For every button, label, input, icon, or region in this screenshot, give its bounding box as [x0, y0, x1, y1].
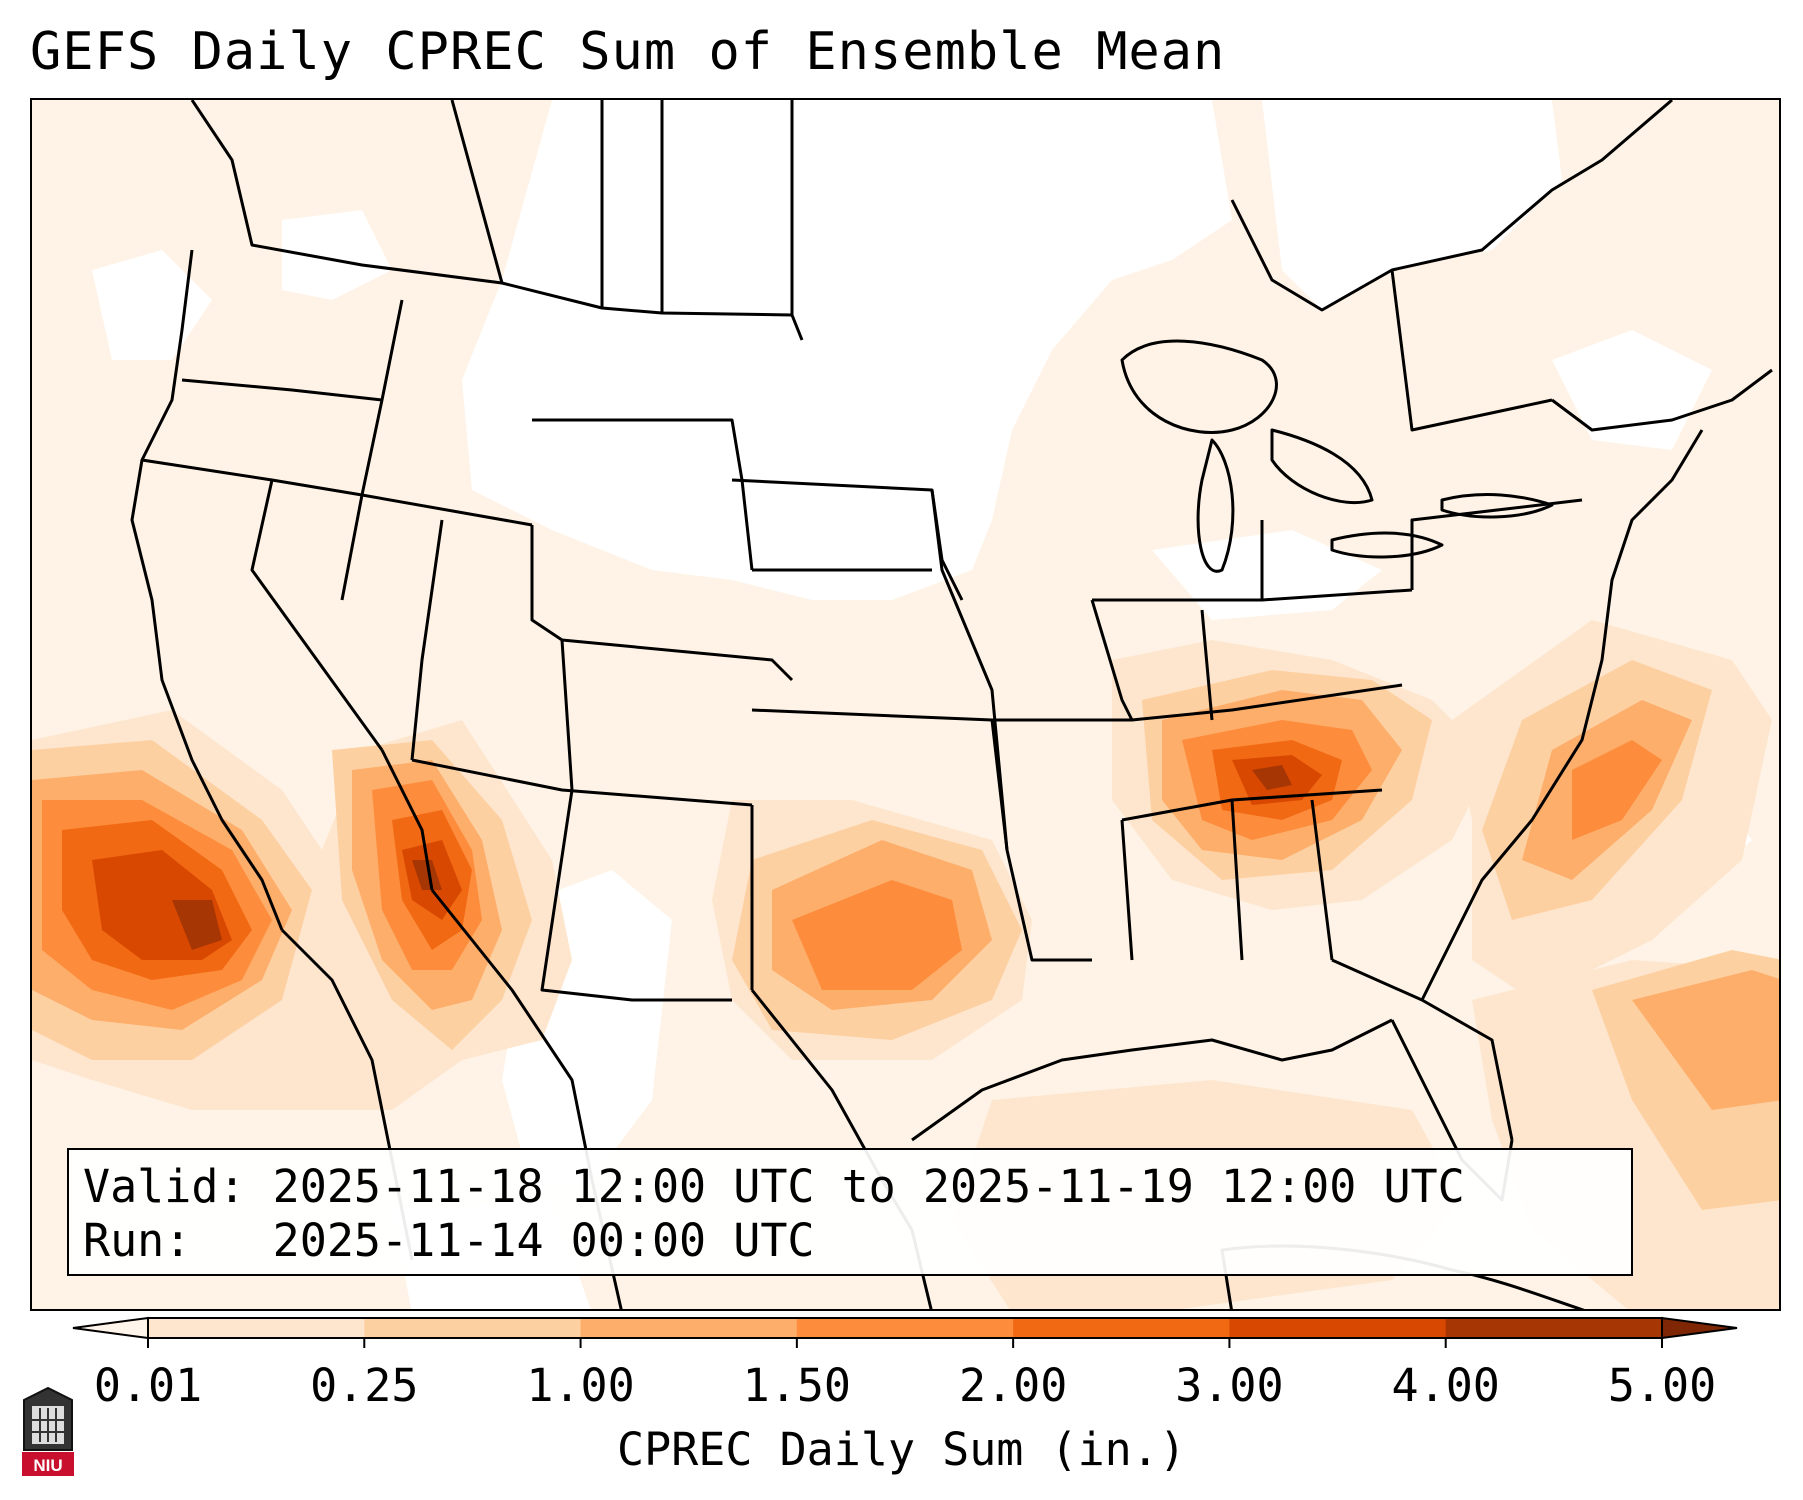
colorbar-tick-label: 5.00	[1607, 1359, 1717, 1412]
colorbar-tick-label: 1.50	[742, 1359, 852, 1412]
logo-text: NIU	[33, 1456, 62, 1475]
map-panel	[30, 98, 1781, 1311]
colorbar-tick-label: 2.00	[958, 1359, 1068, 1412]
valid-value: 2025-11-18 12:00 UTC to 2025-11-19 12:00…	[272, 1160, 1465, 1213]
colorbar-tick-label: 1.00	[526, 1359, 635, 1412]
precip-contours	[32, 620, 1779, 1309]
colorbar-segment	[1229, 1318, 1447, 1338]
colorbar-segment	[580, 1318, 798, 1338]
colorbar-segment	[796, 1318, 1014, 1338]
niu-logo-icon: NIU	[22, 1386, 74, 1476]
colorbar-segment	[148, 1318, 365, 1338]
valid-label: Valid:	[83, 1160, 246, 1213]
colorbar-tick-label: 0.01	[93, 1359, 203, 1412]
state-borders	[130, 100, 1773, 1309]
colorbar-tick-label: 4.00	[1391, 1359, 1500, 1412]
colorbar-tick-label: 3.00	[1175, 1359, 1284, 1412]
colorbar-extend-min	[72, 1316, 149, 1340]
precip-map	[32, 100, 1779, 1309]
colorbar-segment	[1445, 1318, 1663, 1338]
colorbar-label: CPREC Daily Sum (in.)	[617, 1423, 1186, 1476]
run-label: Run:	[83, 1214, 192, 1267]
colorbar-ticks	[147, 1338, 1663, 1348]
valid-run-info-box: Valid: 2025-11-18 12:00 UTC to 2025-11-1…	[67, 1148, 1633, 1276]
run-value: 2025-11-14 00:00 UTC	[272, 1214, 815, 1267]
colorbar-segments	[72, 1316, 1738, 1340]
colorbar	[72, 1316, 1738, 1348]
colorbar-extend-max	[1661, 1316, 1738, 1340]
colorbar-outline	[147, 1317, 1663, 1339]
colorbar-tick-label: 0.25	[310, 1359, 419, 1412]
page-title: GEFS Daily CPREC Sum of Ensemble Mean	[30, 22, 1226, 82]
colorbar-segment	[364, 1318, 582, 1338]
colorbar-segment	[1013, 1318, 1230, 1338]
